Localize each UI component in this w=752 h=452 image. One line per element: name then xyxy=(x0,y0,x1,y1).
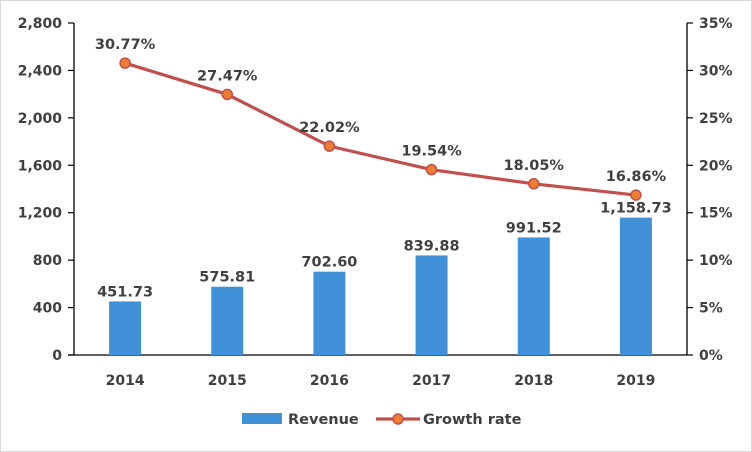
right-axis-tick-label: 10% xyxy=(699,253,733,269)
legend-growth-rate-marker xyxy=(392,413,404,425)
left-axis-tick-label: 400 xyxy=(33,301,62,317)
growth-rate-data-label: 19.54% xyxy=(401,144,462,160)
growth-rate-marker xyxy=(119,57,131,69)
legend-growth-rate-label: Growth rate xyxy=(423,412,522,428)
revenue-data-label: 451.73 xyxy=(97,284,153,300)
left-axis-tick-label: 800 xyxy=(33,253,62,269)
legend-revenue-swatch xyxy=(242,413,282,424)
right-axis-tick-label: 15% xyxy=(699,206,733,222)
right-axis-tick-label: 0% xyxy=(699,348,723,364)
revenue-data-label: 991.52 xyxy=(506,220,562,236)
growth-rate-data-label: 30.77% xyxy=(95,37,156,53)
right-axis-tick-label: 20% xyxy=(699,158,733,174)
growth-rate-marker xyxy=(323,140,336,152)
revenue-bar xyxy=(313,271,346,355)
growth-rate-marker xyxy=(221,88,233,101)
right-axis-tick-label: 35% xyxy=(699,16,733,32)
growth-rate-data-label: 18.05% xyxy=(504,158,565,174)
legend-revenue-label: Revenue xyxy=(288,412,359,428)
growth-rate-marker xyxy=(425,163,438,176)
growth-rate-marker xyxy=(528,178,540,190)
revenue-data-label: 702.60 xyxy=(301,255,357,271)
growth-rate-data-label: 16.86% xyxy=(606,169,667,185)
right-axis-tick-label: 5% xyxy=(699,301,723,317)
revenue-bar xyxy=(415,255,448,355)
revenue-data-label: 575.81 xyxy=(199,270,255,286)
left-axis-tick-label: 2,800 xyxy=(18,16,63,32)
x-axis-tick-label: 2019 xyxy=(616,373,655,389)
left-axis-tick-label: 2,000 xyxy=(18,111,63,127)
x-axis-tick-label: 2014 xyxy=(106,373,145,389)
growth-rate-data-label: 22.02% xyxy=(299,120,360,136)
right-axis-tick-label: 30% xyxy=(699,63,733,79)
revenue-bar xyxy=(109,301,142,355)
revenue-data-label: 1,158.73 xyxy=(600,201,672,217)
x-axis-tick-label: 2015 xyxy=(208,373,247,389)
left-axis-tick-label: 0 xyxy=(52,348,62,364)
revenue-bar xyxy=(517,237,550,355)
x-axis-tick-label: 2017 xyxy=(412,373,451,389)
growth-rate-line xyxy=(124,61,637,197)
left-axis-tick-label: 2,400 xyxy=(18,63,63,79)
revenue-bar xyxy=(211,286,244,355)
revenue-data-label: 839.88 xyxy=(404,238,460,254)
revenue-bar xyxy=(619,217,652,355)
right-axis-tick-label: 25% xyxy=(699,111,733,127)
left-axis-tick-label: 1,600 xyxy=(18,158,63,174)
x-axis-tick-label: 2018 xyxy=(514,373,553,389)
left-axis-tick-label: 1,200 xyxy=(18,206,63,222)
growth-rate-data-label: 27.47% xyxy=(197,68,258,84)
x-axis-tick-label: 2016 xyxy=(310,373,349,389)
growth-rate-marker xyxy=(630,189,642,201)
